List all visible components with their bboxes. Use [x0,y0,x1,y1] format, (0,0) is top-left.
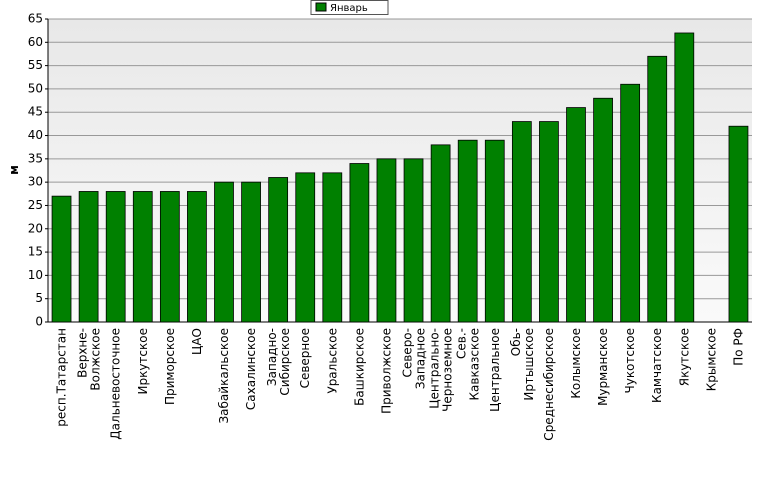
y-tick-label: 55 [28,58,43,72]
plot-area [48,19,752,322]
bar [484,139,505,323]
bar [593,97,613,323]
bar [105,191,126,323]
x-tick-label: Северное [298,328,312,388]
bar [214,181,234,323]
x-tick-label: По РФ [731,328,745,366]
legend-swatch [315,2,327,12]
y-tick-label: 50 [28,81,43,95]
x-tick-label: Мурманское [596,328,610,406]
y-tick-label: 20 [28,221,43,235]
bar [674,32,695,323]
bar [322,172,343,323]
x-tick-label: Обь-Иртышское [509,328,536,401]
bar [187,191,207,323]
bar [78,191,99,323]
bar [268,177,289,323]
x-tick-label: Уральское [325,328,339,394]
bar [647,55,668,323]
x-tick-label: Центрально-Черноземное [428,328,455,412]
y-tick-label: 25 [28,198,43,212]
y-tick-label: 30 [28,175,43,189]
bar [241,181,261,323]
bar [376,158,397,323]
x-tick-label: Северо-Западное [401,328,428,389]
legend-label: Январь [330,3,368,14]
bar [159,191,180,323]
y-tick-label: 15 [28,245,43,259]
bar [620,83,641,323]
bar [511,121,532,323]
x-tick-label: Забайкальское [217,328,231,424]
x-tick-label: Башкирское [352,328,366,406]
y-tick-label: 40 [28,128,43,142]
bar [539,121,559,323]
y-tick-label: 35 [28,151,43,165]
legend: Январь [310,0,389,15]
x-tick-label: Верхне-Волжское [76,328,103,391]
x-tick-label: респ.Татарстан [55,328,69,427]
x-tick-label: Приволжское [379,328,393,414]
x-tick-label: Иркутское [136,328,150,395]
bar [403,158,424,323]
bar [457,139,478,323]
bar [349,163,370,323]
y-tick-label: 10 [28,268,43,282]
bar [728,125,749,323]
x-tick-label: Приморское [163,328,177,405]
x-tick-label: Крымское [704,328,718,391]
bar [430,144,451,323]
y-axis-label: м [7,165,21,175]
bar [51,195,72,323]
x-tick-label: Западно-Сибирское [265,328,292,396]
x-tick-label: Центральное [488,328,502,412]
x-tick-label: Чукотское [623,328,637,393]
x-tick-label: Камчатское [650,328,664,403]
y-tick-label: 65 [28,12,43,26]
x-tick-label: Среднесибирское [542,328,556,441]
y-tick-label: 60 [28,35,43,49]
x-tick-label: Колымское [569,328,583,399]
y-tick-label: 5 [35,291,43,305]
x-tick-label: ЦАО [190,328,204,355]
bar [295,172,316,323]
y-tick-label: 0 [35,315,43,329]
bar [132,191,153,323]
x-tick-label: Якутское [677,328,691,386]
x-tick-label: Сев.-Кавказское [455,328,482,401]
x-tick-label: Дальневосточное [109,328,123,440]
x-tick-label: Сахалинское [244,328,258,410]
legend-box [310,0,389,15]
y-tick-label: 45 [28,105,43,119]
bar [566,107,586,323]
